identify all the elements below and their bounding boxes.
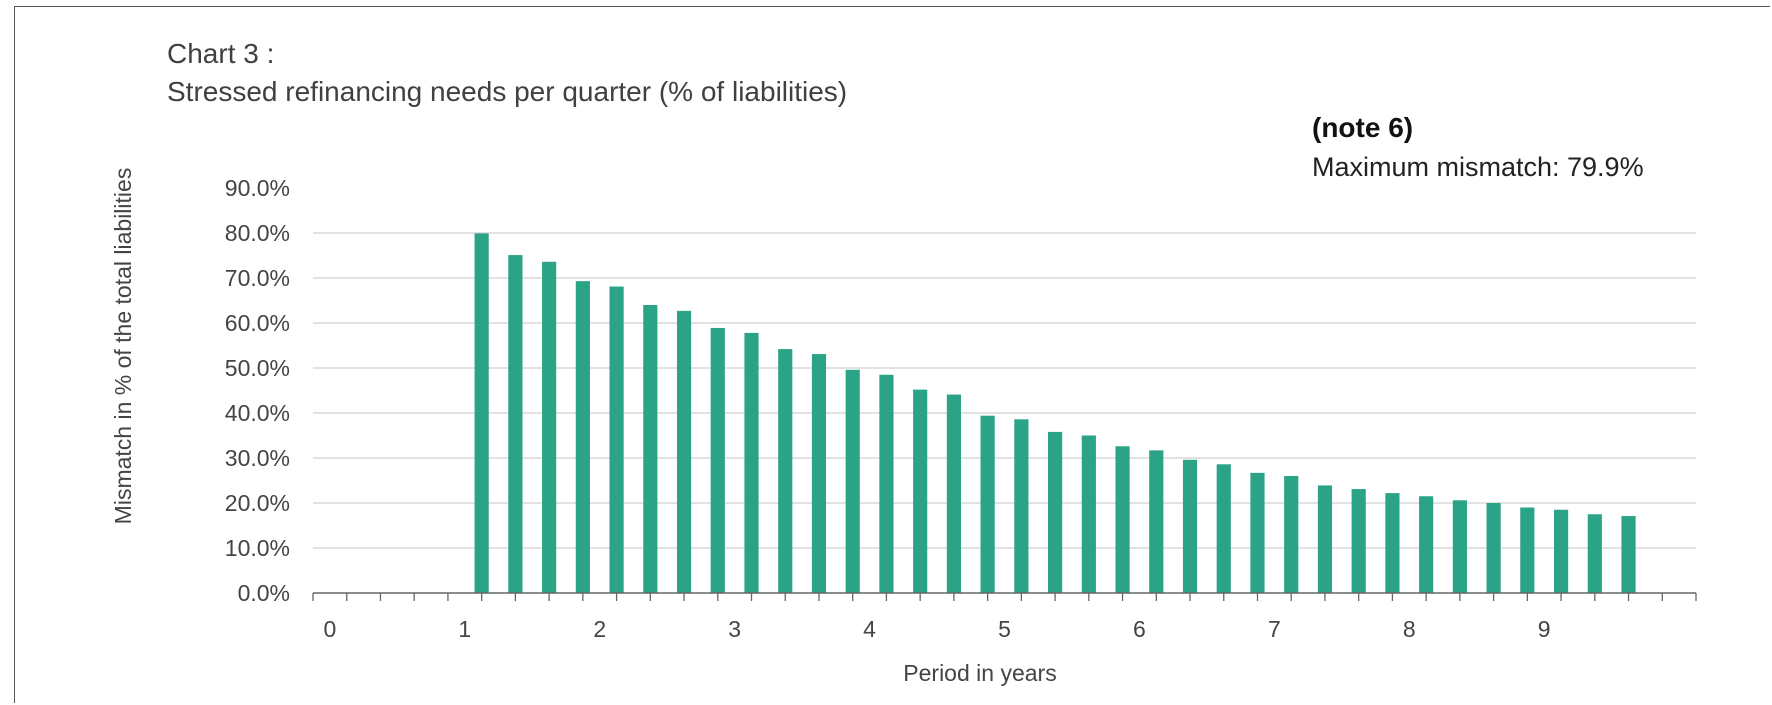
bar xyxy=(1081,435,1096,593)
bar xyxy=(1452,500,1467,593)
bar xyxy=(1385,493,1400,593)
bar xyxy=(980,415,995,593)
bar xyxy=(1419,496,1434,593)
bar xyxy=(879,374,894,593)
chart-frame xyxy=(14,6,1770,703)
x-tick-label: 9 xyxy=(1538,616,1551,642)
bar xyxy=(1014,419,1029,593)
bar xyxy=(575,281,590,593)
bar xyxy=(1048,431,1063,593)
bar xyxy=(710,327,725,593)
bar xyxy=(811,354,827,593)
bar xyxy=(1284,476,1299,593)
bar xyxy=(778,349,793,593)
bar xyxy=(845,369,860,593)
x-tick-label: 1 xyxy=(458,616,471,642)
bar xyxy=(744,332,759,593)
note-label: (note 6) xyxy=(1312,112,1414,143)
y-tick-label: 70.0% xyxy=(225,265,290,291)
y-tick-label: 60.0% xyxy=(225,310,290,336)
bar xyxy=(1486,503,1501,593)
x-axis-title: Period in years xyxy=(903,660,1056,686)
bar xyxy=(1520,507,1535,593)
bar xyxy=(913,389,928,593)
x-tick-label: 0 xyxy=(323,616,336,642)
x-tick-label: 5 xyxy=(998,616,1011,642)
bar xyxy=(1182,459,1198,593)
bar xyxy=(508,255,523,594)
x-tick-label: 3 xyxy=(728,616,741,642)
bar xyxy=(1216,464,1231,593)
bar xyxy=(1317,485,1333,593)
y-tick-label: 80.0% xyxy=(225,220,290,246)
y-tick-label: 30.0% xyxy=(225,445,290,471)
bar xyxy=(1250,472,1265,593)
max-mismatch-annotation: Maximum mismatch: 79.9% xyxy=(1312,152,1644,182)
y-tick-label: 90.0% xyxy=(225,175,290,201)
x-tick-label: 4 xyxy=(863,616,876,642)
bar xyxy=(474,233,489,593)
y-tick-label: 40.0% xyxy=(225,400,290,426)
bar xyxy=(946,394,961,593)
bar-series xyxy=(474,233,1636,594)
bar xyxy=(643,305,658,593)
y-tick-labels: 0.0% 10.0% 20.0% 30.0% 40.0% 50.0% 60.0% 70.0% 8… xyxy=(225,175,290,606)
bar xyxy=(1621,516,1636,593)
x-tick-label: 8 xyxy=(1403,616,1416,642)
chart-title: Stressed refinancing needs per quarter (… xyxy=(167,76,848,107)
bar xyxy=(1553,509,1569,593)
bar xyxy=(1149,450,1164,593)
bar xyxy=(542,261,557,593)
bar xyxy=(1351,489,1366,593)
x-tick-label: 7 xyxy=(1268,616,1281,642)
x-tick-labels: 0 1 2 3 4 5 6 7 8 9 xyxy=(323,616,1550,642)
y-tick-label: 10.0% xyxy=(225,535,290,561)
chart-number: Chart 3 : xyxy=(167,38,275,69)
y-tick-label: 20.0% xyxy=(225,490,290,516)
axes xyxy=(312,592,1697,601)
y-axis-title: Mismatch in % of the total liabilities xyxy=(110,168,136,525)
x-tick-label: 6 xyxy=(1133,616,1146,642)
x-tick-label: 2 xyxy=(593,616,606,642)
bar xyxy=(609,286,624,593)
y-tick-label: 50.0% xyxy=(225,355,290,381)
bar xyxy=(676,310,692,593)
bar xyxy=(1115,446,1130,593)
bar xyxy=(1587,514,1602,593)
y-tick-label: 0.0% xyxy=(238,580,290,606)
